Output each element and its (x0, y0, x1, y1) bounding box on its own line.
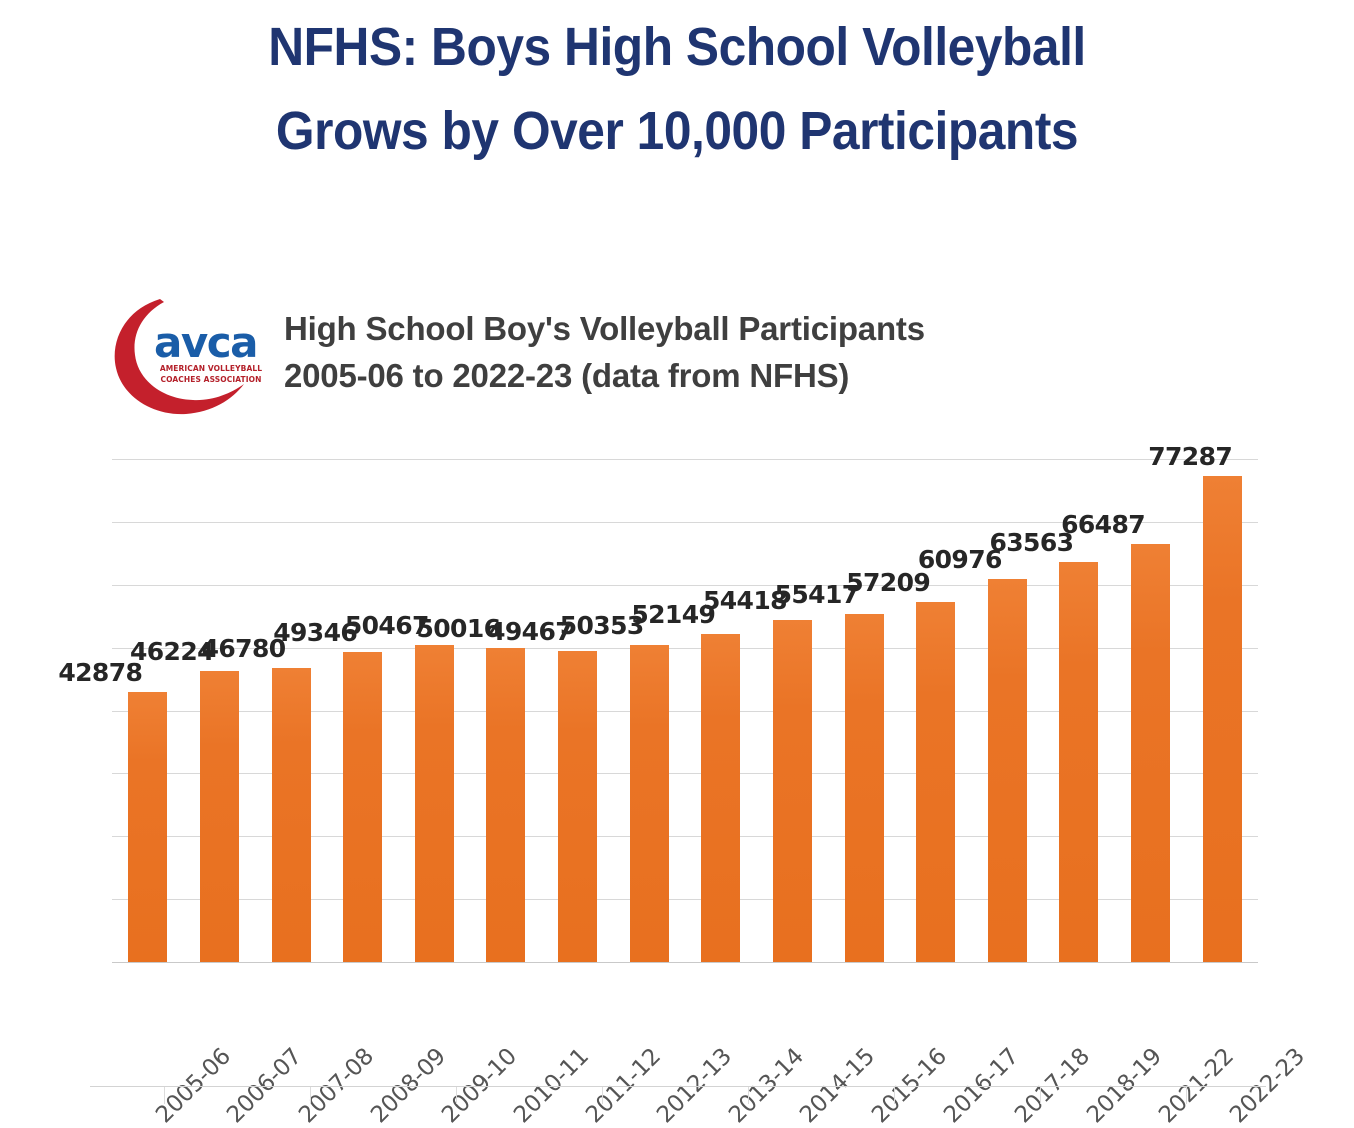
chart-title: High School Boy's Volleyball Participant… (284, 292, 925, 400)
axis-tick (894, 1087, 895, 1104)
bar-slot (414, 459, 454, 962)
gridline (112, 773, 1258, 775)
bar[interactable] (772, 619, 812, 962)
avca-swoosh-icon (114, 299, 244, 415)
bar-slot (1059, 459, 1099, 962)
bar[interactable] (486, 647, 526, 962)
bar[interactable] (343, 651, 383, 962)
bar[interactable] (1059, 562, 1099, 962)
bar[interactable] (629, 645, 669, 962)
bar-value-label: 50016 (416, 613, 501, 643)
bar-slot (772, 459, 812, 962)
bar-value-label: 57209 (846, 568, 931, 598)
bar-value-label: 49467 (488, 616, 573, 646)
bar[interactable] (701, 634, 741, 962)
avca-logo: avca AMERICAN VOLLEYBALL COACHES ASSOCIA… (108, 292, 276, 420)
bar-value-label: 55417 (774, 579, 860, 609)
gridline (112, 647, 1258, 649)
bar-slot (128, 459, 168, 962)
bar-value-label: 60976 (917, 544, 1003, 574)
bar-slot (844, 459, 884, 962)
bar-value-label: 77287 (1148, 442, 1233, 472)
bar-slot (987, 459, 1027, 962)
bar-value-label: 63563 (989, 528, 1074, 558)
bar-slot (916, 459, 956, 962)
avca-tagline: AMERICAN VOLLEYBALL COACHES ASSOCIATION (159, 364, 263, 384)
page-title-line-1: NFHS: Boys High School Volleyball (268, 17, 1086, 77)
bar[interactable] (916, 602, 956, 962)
bar-value-label: 54418 (702, 585, 788, 615)
clipped-lower-axis (90, 1086, 1266, 1104)
bar-slot (343, 459, 383, 962)
gridline (112, 710, 1258, 712)
gridline (112, 899, 1258, 901)
bar[interactable] (1202, 476, 1242, 962)
gridline (112, 836, 1258, 838)
bar-value-label: 50353 (559, 611, 645, 641)
page-title: NFHS: Boys High School Volleyball Grows … (54, 18, 1300, 161)
bar-slot (486, 459, 526, 962)
chart-header: avca AMERICAN VOLLEYBALL COACHES ASSOCIA… (108, 292, 925, 422)
page-title-line-2: Grows by Over 10,000 Participants (275, 101, 1079, 162)
axis-tick (456, 1087, 457, 1104)
x-axis-labels: 2005-06 2006-07 2007-08 2008-09 2009-10 2010-… (112, 963, 1310, 1128)
bar-value-label: 42878 (58, 658, 143, 688)
bar-slot (558, 459, 598, 962)
chart-title-line-1: High School Boy's Volleyball Participant… (284, 310, 925, 347)
axis-tick (310, 1087, 311, 1104)
chart-title-line-2: 2005-06 to 2022-23 (data from NFHS) (284, 356, 850, 394)
axis-tick (164, 1087, 165, 1104)
bar[interactable] (558, 650, 598, 962)
bar-value-label: 52149 (631, 600, 716, 630)
axis-line (90, 1086, 1266, 1087)
gridline (112, 521, 1258, 523)
axis-tick (748, 1087, 749, 1104)
bar[interactable] (414, 644, 454, 962)
bar[interactable] (128, 692, 168, 962)
gridline (112, 459, 1258, 460)
bar-slot (199, 459, 239, 962)
bar-slot (271, 459, 311, 962)
bar-slot (1131, 459, 1171, 962)
bar[interactable] (987, 578, 1027, 962)
bar[interactable] (1131, 543, 1171, 962)
bar-slot (629, 459, 669, 962)
bar[interactable] (844, 613, 884, 962)
bar-value-label: 50467 (344, 610, 430, 640)
chart-container: avca AMERICAN VOLLEYBALL COACHES ASSOCIA… (0, 268, 1354, 1128)
bar-slot (701, 459, 741, 962)
bar-series: 42878 46224 46780 49346 50467 50016 49467 50353… (58, 442, 1258, 962)
axis-baseline (112, 962, 1258, 963)
bar[interactable] (271, 667, 311, 962)
axis-tick (1040, 1087, 1041, 1104)
bar-value-label: 66487 (1061, 509, 1146, 539)
axis-tick (1186, 1087, 1187, 1104)
avca-wordmark: avca (154, 318, 258, 367)
bar-value-label: 46780 (201, 633, 287, 663)
axis-tick (602, 1087, 603, 1104)
plot-area: 42878 46224 46780 49346 50467 50016 49467 50353… (58, 442, 1258, 963)
bar-value-label: 49346 (273, 617, 358, 647)
bar[interactable] (199, 671, 239, 962)
bar-slot (1202, 459, 1242, 962)
gridline (112, 584, 1258, 586)
bar-value-label: 46224 (129, 637, 215, 667)
